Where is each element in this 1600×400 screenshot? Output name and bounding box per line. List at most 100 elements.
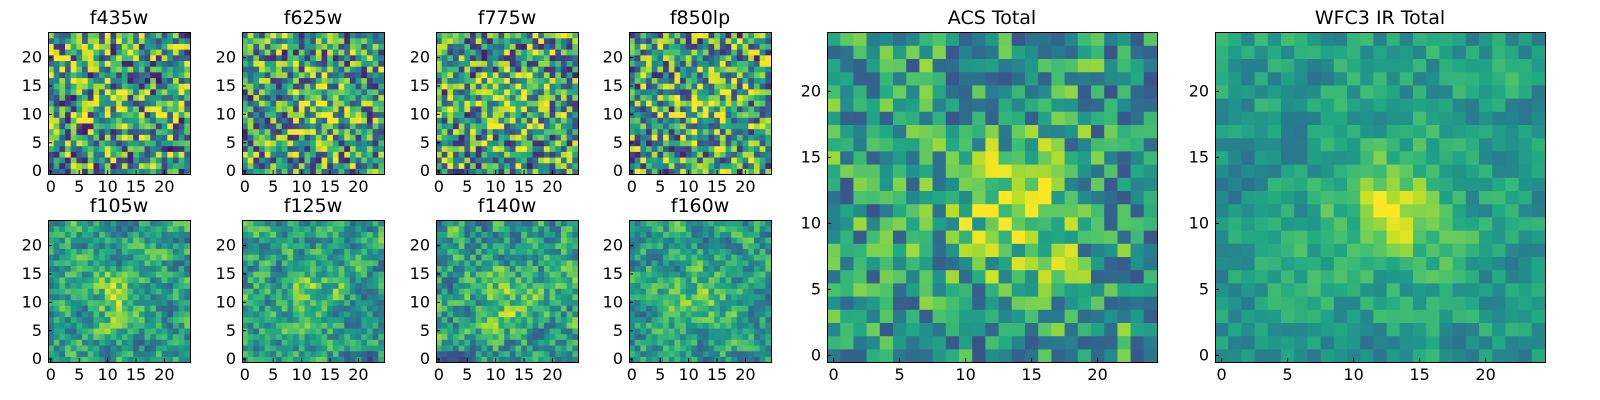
- heatmap-cell: [932, 124, 947, 139]
- heatmap-cell: [76, 94, 83, 101]
- heatmap-cell: [167, 350, 174, 357]
- heatmap-cell: [441, 145, 448, 152]
- heatmap-cell: [259, 271, 266, 278]
- heatmap-cell: [167, 83, 174, 90]
- heatmap-cell: [674, 94, 681, 101]
- heatmap-cell: [161, 339, 168, 346]
- heatmap-cell: [70, 60, 77, 67]
- heatmap-cell: [1426, 296, 1440, 310]
- heatmap-cell: [281, 117, 289, 124]
- heatmap-cell: [538, 122, 545, 130]
- heatmap-cell: [116, 231, 123, 238]
- heatmap-cell: [1386, 98, 1401, 112]
- heatmap-cell: [504, 66, 511, 73]
- heatmap-cell: [1281, 124, 1295, 139]
- heatmap-cell: [879, 216, 894, 231]
- heatmap-cell: [264, 151, 271, 158]
- heatmap-cell: [736, 100, 744, 107]
- heatmap-cell: [53, 225, 60, 232]
- heatmap-cell: [138, 43, 146, 50]
- heatmap-cell: [1320, 335, 1335, 350]
- heatmap-cell: [972, 282, 986, 297]
- heatmap-cell: [121, 242, 129, 249]
- heatmap-cell: [127, 139, 134, 147]
- heatmap-cell: [549, 100, 556, 107]
- heatmap-cell: [167, 145, 174, 152]
- heatmap-cell: [1077, 32, 1092, 46]
- heatmap-cell: [1320, 282, 1335, 297]
- heatmap-cell: [853, 98, 868, 112]
- heatmap-cell: [1011, 335, 1026, 350]
- heatmap-cell: [1130, 124, 1145, 139]
- heatmap-cell: [1307, 32, 1322, 46]
- heatmap-cell: [1531, 269, 1546, 284]
- heatmap-cell: [127, 225, 134, 232]
- heatmap-cell: [1505, 348, 1520, 363]
- y-tick-label: 5: [32, 133, 42, 152]
- heatmap-cell: [338, 100, 345, 107]
- heatmap-cell: [372, 265, 379, 272]
- heatmap-cell: [646, 49, 653, 56]
- heatmap-cell: [731, 168, 738, 175]
- heatmap-cell: [338, 117, 345, 124]
- y-tick-label: 15: [22, 264, 42, 283]
- heatmap-cell: [184, 316, 191, 323]
- heatmap-cell: [685, 100, 693, 107]
- heatmap-cell: [321, 151, 328, 158]
- heatmap-cell: [253, 66, 260, 73]
- heatmap-cell: [264, 43, 271, 50]
- heatmap-cell: [264, 339, 271, 346]
- heatmap-cell: [133, 77, 140, 84]
- heatmap-cell: [1254, 296, 1269, 310]
- heatmap-cell: [1465, 45, 1480, 59]
- heatmap-cell: [270, 122, 277, 130]
- heatmap-cell: [640, 94, 647, 101]
- heatmap-cell: [276, 37, 283, 44]
- heatmap-cell: [338, 105, 345, 113]
- heatmap-cell: [161, 122, 168, 130]
- heatmap-cell: [259, 134, 266, 141]
- heatmap-cell: [332, 37, 340, 44]
- heatmap-cell: [76, 111, 83, 118]
- heatmap-cell: [1479, 230, 1493, 244]
- heatmap-cell: [1011, 309, 1026, 323]
- heatmap-cell: [172, 66, 180, 73]
- heatmap-cell: [355, 71, 362, 79]
- heatmap-cell: [640, 32, 647, 39]
- heatmap-cell: [298, 339, 306, 346]
- heatmap-cell: [1267, 150, 1282, 165]
- heatmap-cell: [82, 259, 89, 267]
- heatmap-cell: [76, 77, 83, 84]
- heatmap-cell: [1505, 335, 1520, 350]
- heatmap-cell: [155, 139, 163, 147]
- heatmap-cell: [150, 122, 157, 130]
- heatmap-cell: [104, 288, 112, 295]
- heatmap-cell: [327, 310, 334, 318]
- heatmap-cell: [998, 45, 1013, 59]
- heatmap-cell: [853, 137, 868, 152]
- heatmap-cell: [150, 145, 157, 152]
- heatmap-cell: [281, 60, 289, 67]
- heatmap-cell: [116, 265, 123, 272]
- heatmap-cell: [719, 77, 727, 84]
- heatmap-cell: [121, 162, 129, 169]
- heatmap-cell: [1479, 216, 1493, 231]
- heatmap-cell: [110, 356, 117, 363]
- heatmap-cell: [646, 54, 653, 61]
- heatmap-cell: [759, 32, 766, 39]
- heatmap-cell: [281, 310, 289, 318]
- heatmap-cell: [161, 37, 168, 44]
- heatmap-cell: [264, 316, 271, 323]
- heatmap-cell: [366, 49, 374, 56]
- heatmap-cell: [1465, 282, 1480, 297]
- heatmap-cell: [487, 100, 494, 107]
- heatmap-cell: [247, 111, 254, 118]
- heatmap-cell: [349, 156, 357, 164]
- heatmap-cell: [332, 117, 340, 124]
- heatmap-cell: [549, 122, 556, 130]
- heatmap-cell: [560, 88, 568, 96]
- heatmap-cell: [481, 117, 488, 124]
- heatmap-cell: [133, 322, 140, 329]
- heatmap-cell: [338, 162, 345, 169]
- heatmap-cell: [549, 134, 556, 141]
